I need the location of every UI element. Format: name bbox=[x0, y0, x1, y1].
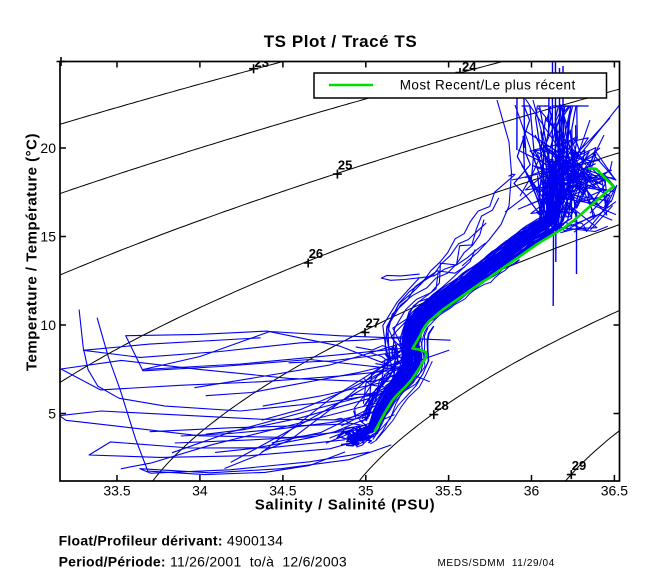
svg-text:Temperature / Température (°C): Temperature / Température (°C) bbox=[24, 133, 41, 371]
svg-text:29: 29 bbox=[572, 458, 586, 473]
svg-text:10: 10 bbox=[40, 317, 56, 333]
svg-text:Most Recent/Le plus récent: Most Recent/Le plus récent bbox=[400, 78, 576, 93]
svg-text:5: 5 bbox=[48, 406, 56, 422]
svg-text:TS Plot / Tracé TS: TS Plot / Tracé TS bbox=[264, 32, 418, 51]
svg-text:23: 23 bbox=[255, 55, 269, 70]
svg-text:27: 27 bbox=[366, 316, 380, 331]
svg-text:24: 24 bbox=[462, 59, 477, 74]
svg-text:25: 25 bbox=[338, 157, 352, 172]
svg-text:Period/Période: 11/26/2001 to: Period/Période: 11/26/2001 to/à 12/6/200… bbox=[59, 554, 347, 570]
svg-text:36: 36 bbox=[524, 483, 540, 499]
svg-text:36.5: 36.5 bbox=[601, 483, 628, 499]
svg-text:28: 28 bbox=[434, 398, 448, 413]
svg-text:35.5: 35.5 bbox=[435, 483, 462, 499]
svg-text:15: 15 bbox=[40, 229, 56, 245]
svg-text:26: 26 bbox=[309, 246, 323, 261]
svg-text:MEDS/SDMM 11/29/04: MEDS/SDMM 11/29/04 bbox=[438, 558, 555, 569]
svg-text:Float/Profileur dérivant: 4900: Float/Profileur dérivant: 4900134 bbox=[59, 533, 284, 549]
svg-text:Salinity / Salinité (PSU): Salinity / Salinité (PSU) bbox=[255, 497, 435, 514]
svg-text:34: 34 bbox=[192, 483, 208, 499]
svg-text:34.5: 34.5 bbox=[269, 483, 296, 499]
svg-text:35: 35 bbox=[358, 483, 374, 499]
svg-text:20: 20 bbox=[40, 140, 56, 156]
svg-text:33.5: 33.5 bbox=[103, 483, 130, 499]
